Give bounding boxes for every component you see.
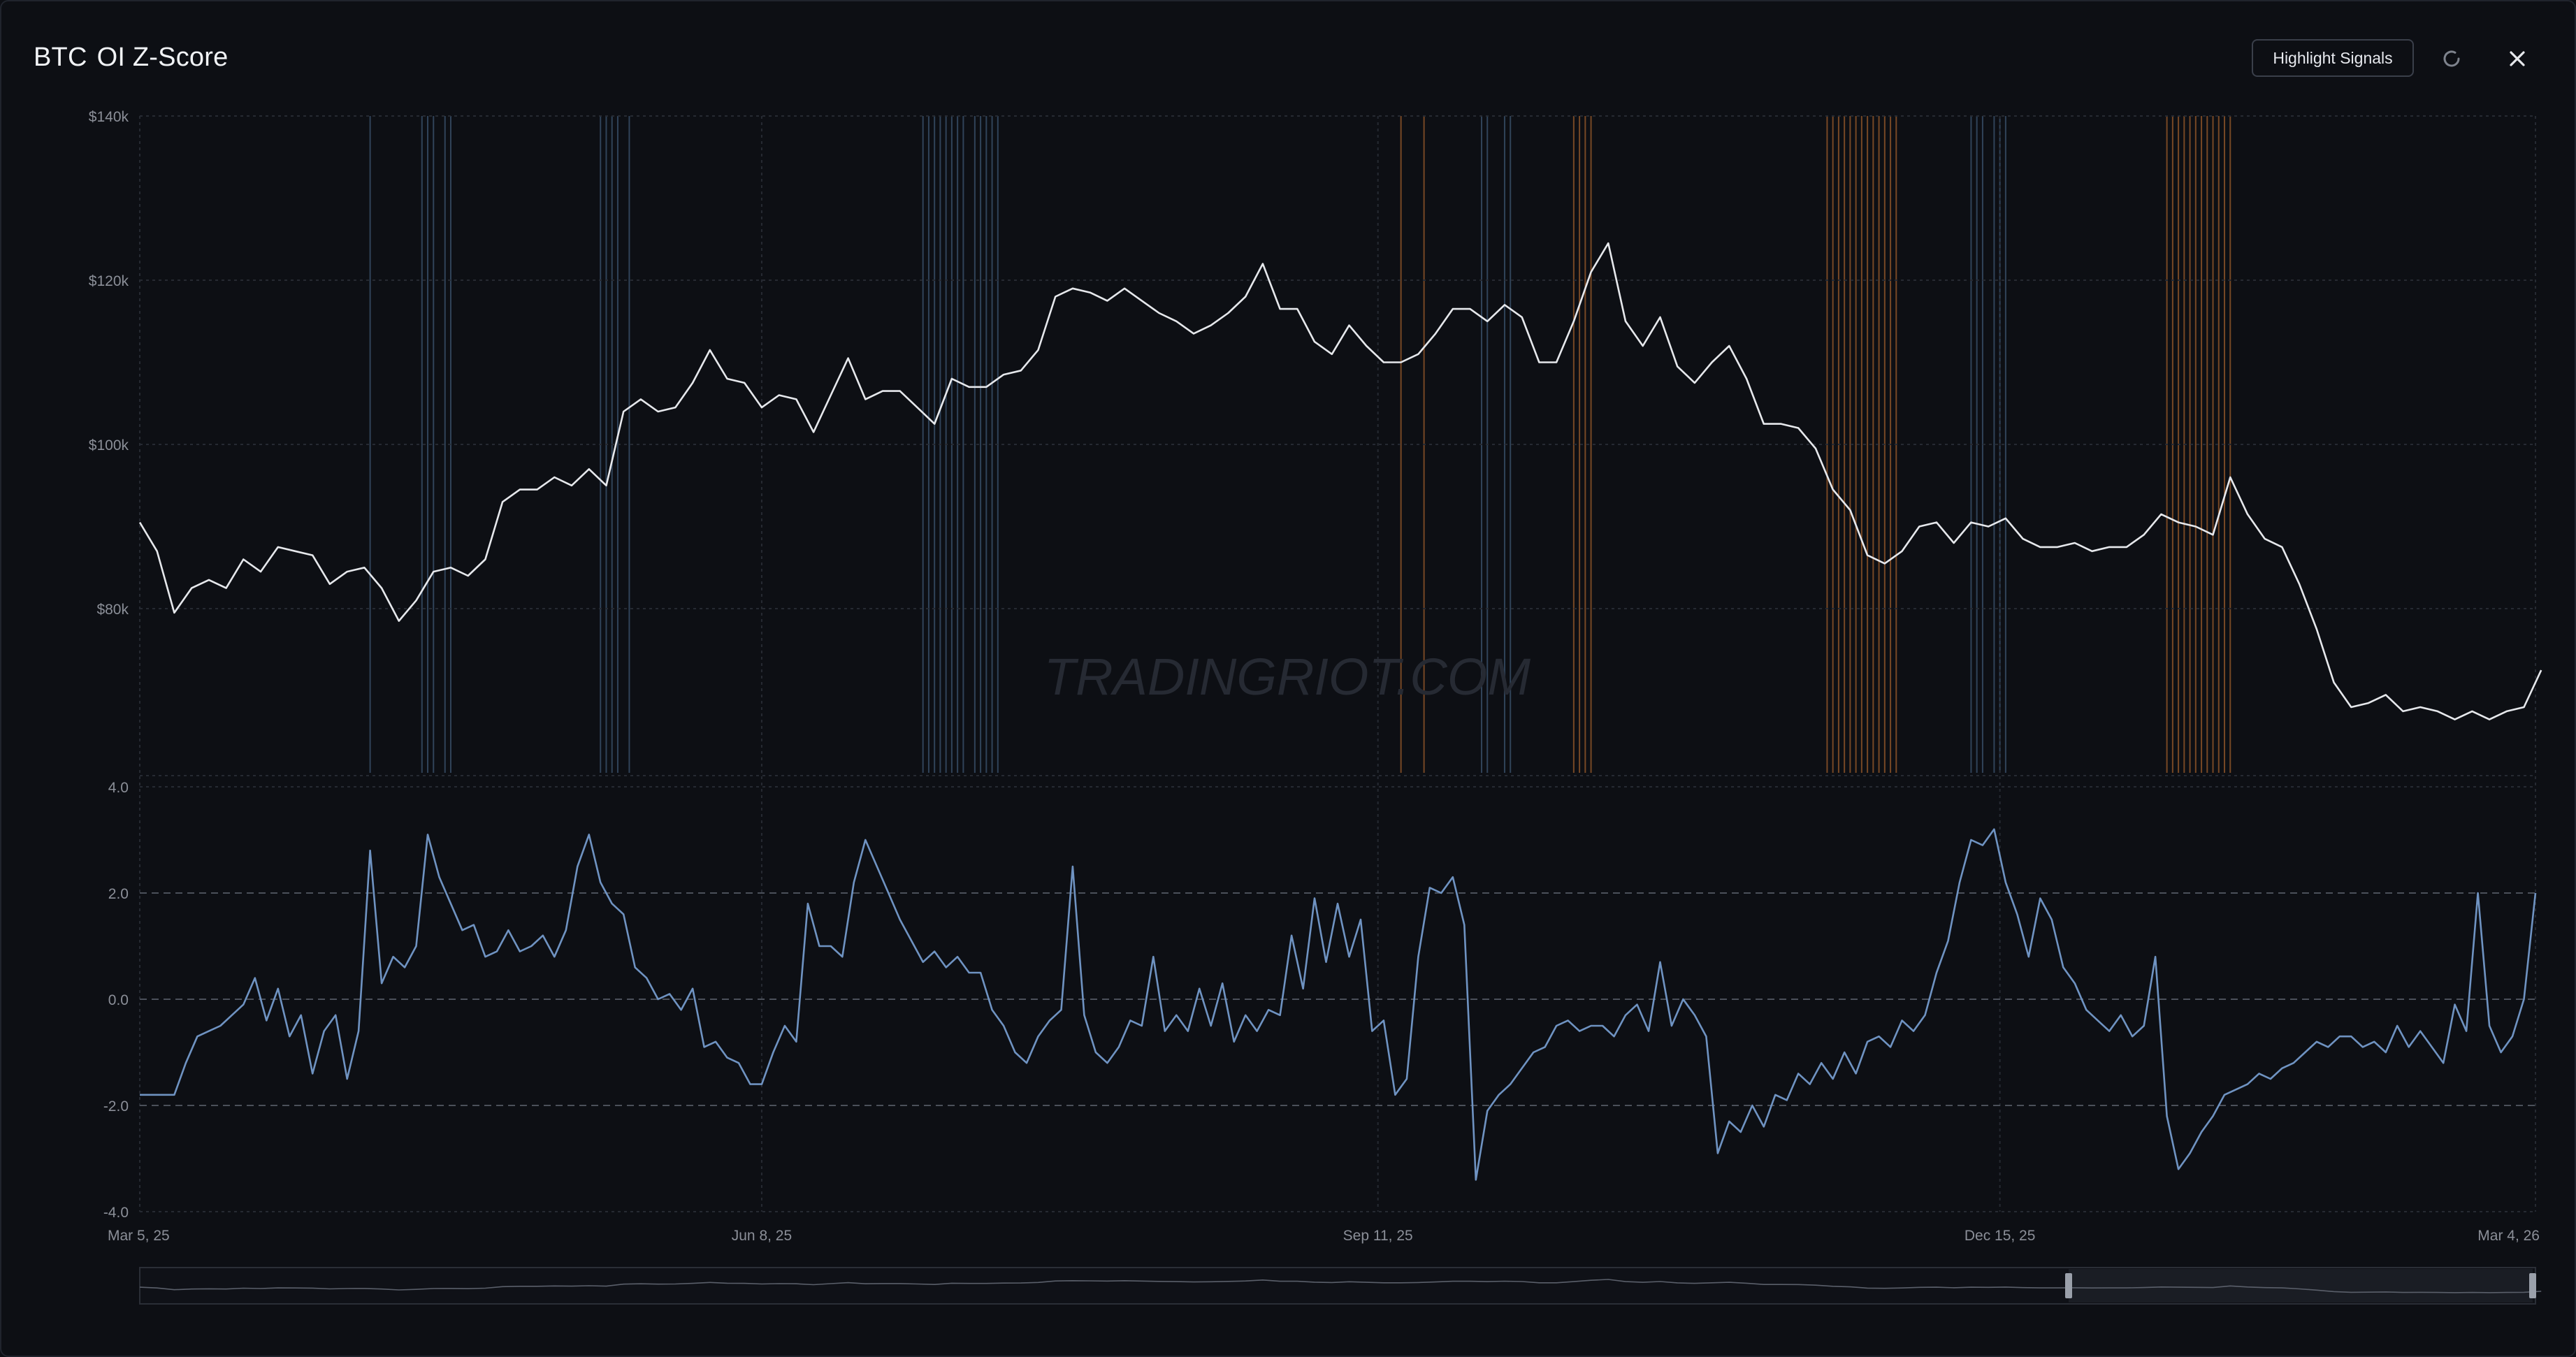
- navigator-handle[interactable]: [2065, 1273, 2072, 1298]
- x-tick-label: Jun 8, 25: [732, 1228, 792, 1244]
- refresh-button[interactable]: [2433, 41, 2470, 77]
- refresh-icon: [2443, 50, 2460, 67]
- price-tick-label: $140k: [89, 109, 129, 125]
- price-tick-label: $120k: [89, 273, 129, 289]
- watermark: TRADINGRIOT.COM: [1044, 648, 1531, 706]
- zscore-tick-label: 2.0: [108, 886, 129, 902]
- x-tick-label: Sep 11, 25: [1343, 1228, 1413, 1244]
- price-line: [138, 242, 2542, 720]
- close-button[interactable]: [2499, 41, 2535, 77]
- navigator-mini-line: [139, 1279, 2542, 1293]
- price-tick-label: $80k: [96, 602, 129, 618]
- navigator-selection: [2069, 1269, 2533, 1302]
- chart-title: BTC OI Z-Score: [34, 36, 228, 78]
- close-icon: [2510, 51, 2525, 66]
- price-tick-label: $100k: [89, 437, 129, 453]
- zscore-tick-label: -2.0: [103, 1098, 129, 1115]
- range-navigator[interactable]: [139, 1267, 2542, 1305]
- navigator-handle[interactable]: [2529, 1273, 2536, 1298]
- zscore-tick-label: 0.0: [108, 992, 129, 1008]
- x-tick-label: Mar 4, 26: [2477, 1228, 2540, 1244]
- x-tick-label: Mar 5, 25: [108, 1228, 170, 1244]
- zscore-line: [140, 828, 2537, 1181]
- highlight-signals-button[interactable]: Highlight Signals: [2252, 39, 2414, 77]
- zscore-tick-label: 4.0: [108, 780, 129, 796]
- zscore-tick-label: -4.0: [103, 1205, 129, 1221]
- indicator-label: OI Z-Score: [96, 42, 229, 72]
- x-tick-label: Dec 15, 25: [1964, 1228, 2036, 1244]
- symbol-label: BTC: [34, 42, 87, 72]
